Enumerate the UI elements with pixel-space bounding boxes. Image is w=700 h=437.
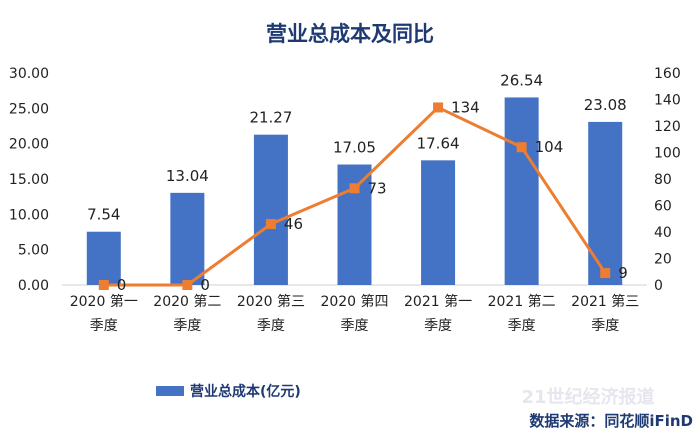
y-left-tick-label: 20.00 [9, 137, 49, 153]
bar-value-label: 17.05 [333, 139, 376, 157]
y-right-tick-label: 40 [654, 225, 672, 241]
bar-value-label: 13.04 [166, 167, 209, 185]
y-right-tick-label: 120 [654, 119, 681, 135]
bar-series: 7.54 13.04 21.27 17.05 17.64 26.54 23.08 [86, 71, 627, 285]
legend-label: 营业总成本(亿元) [190, 383, 301, 400]
y-left-tick-label: 10.00 [9, 207, 49, 223]
x-tick-label: 季度 [341, 318, 369, 334]
x-tick-label: 2020 第一 [70, 293, 138, 310]
line-value-label: 73 [368, 179, 387, 197]
bar [170, 192, 205, 285]
y-right-tick-label: 0 [654, 278, 663, 294]
line-point [349, 183, 360, 194]
bar-value-label: 17.64 [417, 134, 460, 152]
y-right-tick-label: 20 [654, 252, 672, 268]
y-left-tick-label: 15.00 [9, 172, 49, 188]
legend-swatch [156, 386, 184, 396]
bar [421, 160, 456, 285]
x-tick-label: 季度 [424, 318, 452, 334]
x-tick-label: 季度 [257, 318, 285, 334]
bar [86, 231, 121, 285]
line-point [182, 280, 193, 290]
x-tick-label: 2021 第三 [571, 293, 639, 310]
line-value-label: 0 [117, 276, 127, 294]
y-left-tick-label: 30.00 [9, 66, 49, 82]
y-right-tick-label: 100 [654, 146, 681, 162]
x-tick-label: 季度 [90, 318, 118, 334]
line-point [600, 268, 611, 279]
x-tick-label: 2020 第三 [237, 293, 305, 310]
x-tick-label: 季度 [173, 318, 201, 334]
y-left-tick-label: 0.00 [18, 278, 49, 294]
line-point [516, 142, 527, 153]
line-series: 0 0 46 73 134 104 9 [98, 98, 628, 294]
bar [504, 97, 539, 285]
source-note: 数据来源：同花顺iFinD [529, 412, 693, 430]
legend: 营业总成本(亿元) [156, 383, 301, 400]
line-point [433, 102, 444, 113]
x-tick-label: 季度 [508, 318, 536, 334]
x-tick-label: 2021 第一 [404, 293, 472, 310]
y-right-tick-label: 80 [654, 172, 672, 188]
watermark: 21世纪经济报道 [521, 386, 654, 408]
y-right-tick-label: 140 [654, 93, 681, 109]
line-point [98, 280, 109, 290]
x-tick-label: 2020 第二 [153, 293, 221, 310]
line-value-label: 9 [618, 264, 628, 282]
bar-value-label: 7.54 [87, 206, 120, 224]
x-tick-label: 2020 第四 [320, 293, 388, 310]
bar-value-label: 23.08 [584, 96, 627, 114]
y-right-tick-label: 60 [654, 199, 672, 215]
bar-value-label: 21.27 [249, 109, 292, 127]
line-point [265, 219, 276, 230]
bar [337, 164, 372, 285]
x-tick-label: 2021 第二 [488, 293, 556, 310]
right-axis: 0 20 40 60 80 100 120 140 160 [654, 66, 681, 294]
left-axis: 0.00 5.00 10.00 15.00 20.00 25.00 30.00 [9, 66, 49, 294]
y-left-tick-label: 5.00 [18, 243, 49, 259]
x-tick-label: 季度 [591, 318, 619, 334]
line-value-label: 104 [535, 138, 564, 156]
y-right-tick-label: 160 [654, 66, 681, 82]
chart-title: 营业总成本及同比 [266, 22, 434, 46]
line-value-label: 46 [284, 215, 303, 233]
y-left-tick-label: 25.00 [9, 101, 49, 117]
bar [588, 121, 623, 285]
line-value-label: 134 [451, 98, 480, 116]
bar-value-label: 26.54 [500, 71, 543, 89]
line-value-label: 0 [200, 276, 210, 294]
bar [253, 134, 288, 285]
